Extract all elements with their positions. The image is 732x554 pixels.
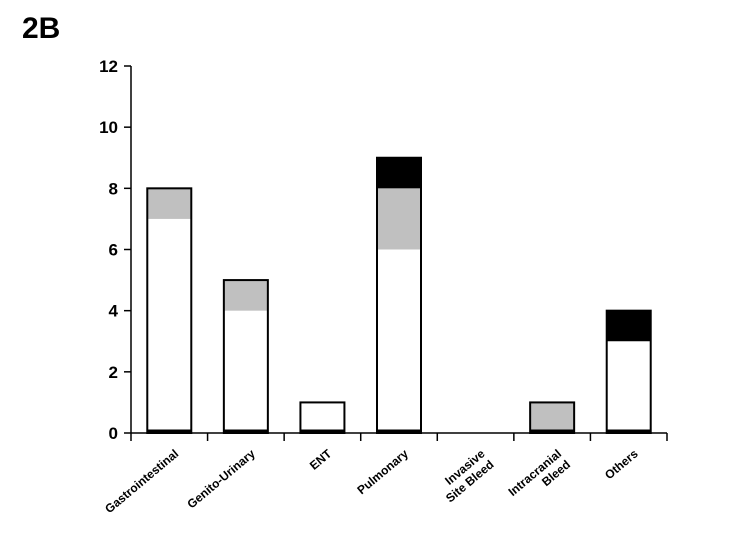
- y-tick-label: 4: [109, 302, 119, 321]
- y-tick-label: 6: [109, 241, 118, 260]
- x-category-label: IntracranialBleed: [506, 447, 574, 510]
- x-category-label: Genito-Urinary: [184, 446, 258, 511]
- bar-segment: [377, 157, 421, 189]
- y-tick-label: 2: [109, 363, 118, 382]
- bar-segment: [377, 188, 421, 250]
- y-tick-label: 8: [109, 179, 118, 198]
- bars-layer: [146, 156, 652, 435]
- x-category-label: InvasiveSite Bleed: [434, 446, 497, 505]
- y-tick-label: 12: [99, 57, 118, 76]
- bar-segment: [300, 402, 345, 433]
- x-category-label: ENT: [307, 446, 335, 473]
- bar-segment: [147, 188, 192, 219]
- x-category-label: Others: [602, 446, 641, 482]
- x-category-label: Pulmonary: [354, 446, 411, 497]
- x-category-label: Gastrointestinal: [102, 447, 181, 516]
- bar-segment: [377, 249, 421, 433]
- panel-label: 2B: [22, 12, 60, 45]
- bar-segment: [606, 341, 651, 433]
- bar-segment: [147, 218, 192, 433]
- y-tick-label: 0: [109, 424, 118, 443]
- bar-segment: [606, 310, 651, 342]
- bar-segment: [223, 310, 268, 433]
- axes-layer: [124, 65, 668, 441]
- bar-segment: [530, 402, 575, 433]
- y-tick-label: 10: [99, 118, 118, 137]
- bar-segment: [223, 280, 268, 311]
